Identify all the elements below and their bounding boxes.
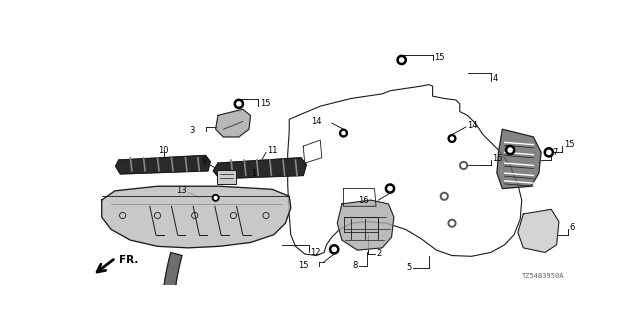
Text: 16: 16 <box>358 196 368 204</box>
Circle shape <box>340 129 348 137</box>
Circle shape <box>460 162 467 169</box>
Circle shape <box>448 135 456 142</box>
Circle shape <box>212 195 219 201</box>
Circle shape <box>332 247 336 252</box>
Text: 13: 13 <box>177 186 187 195</box>
Polygon shape <box>518 209 559 252</box>
FancyBboxPatch shape <box>217 170 236 184</box>
Text: 10: 10 <box>159 146 169 155</box>
Text: 15: 15 <box>298 261 308 270</box>
Circle shape <box>399 58 404 62</box>
Polygon shape <box>161 252 182 320</box>
Text: TZ54B3950A: TZ54B3950A <box>522 273 564 279</box>
Circle shape <box>385 184 395 193</box>
Text: 11: 11 <box>268 146 278 155</box>
Circle shape <box>214 196 217 199</box>
Text: 15: 15 <box>260 99 270 108</box>
Text: 8: 8 <box>352 261 358 270</box>
Polygon shape <box>497 129 541 188</box>
Circle shape <box>461 164 465 167</box>
Text: 1: 1 <box>252 169 257 178</box>
Circle shape <box>234 99 244 108</box>
Circle shape <box>388 187 392 191</box>
Text: 4: 4 <box>492 74 497 83</box>
Circle shape <box>397 55 406 65</box>
Text: 14: 14 <box>311 117 322 126</box>
Text: 14: 14 <box>467 121 478 130</box>
Text: 3: 3 <box>189 126 195 135</box>
Text: 2: 2 <box>376 250 381 259</box>
Circle shape <box>330 245 339 254</box>
Circle shape <box>506 145 515 155</box>
Text: 12: 12 <box>310 248 321 257</box>
Circle shape <box>440 192 448 200</box>
Text: 9: 9 <box>201 157 206 166</box>
Text: 6: 6 <box>570 223 575 232</box>
Text: 7: 7 <box>553 148 558 157</box>
Circle shape <box>342 132 345 135</box>
Circle shape <box>442 194 446 198</box>
Polygon shape <box>216 109 250 137</box>
Text: FR.: FR. <box>119 255 138 265</box>
Polygon shape <box>337 200 394 250</box>
Circle shape <box>237 102 241 106</box>
Circle shape <box>450 221 454 225</box>
Circle shape <box>214 196 217 199</box>
Polygon shape <box>102 186 291 248</box>
Text: 15: 15 <box>564 140 574 149</box>
Circle shape <box>448 219 456 227</box>
Polygon shape <box>116 156 210 174</box>
Text: 15: 15 <box>492 154 503 163</box>
Circle shape <box>508 148 512 152</box>
Circle shape <box>451 137 454 140</box>
Circle shape <box>212 195 219 201</box>
Polygon shape <box>213 158 307 179</box>
Circle shape <box>544 148 554 157</box>
Circle shape <box>547 150 551 155</box>
Text: 5: 5 <box>406 263 412 272</box>
Text: 15: 15 <box>434 53 445 62</box>
